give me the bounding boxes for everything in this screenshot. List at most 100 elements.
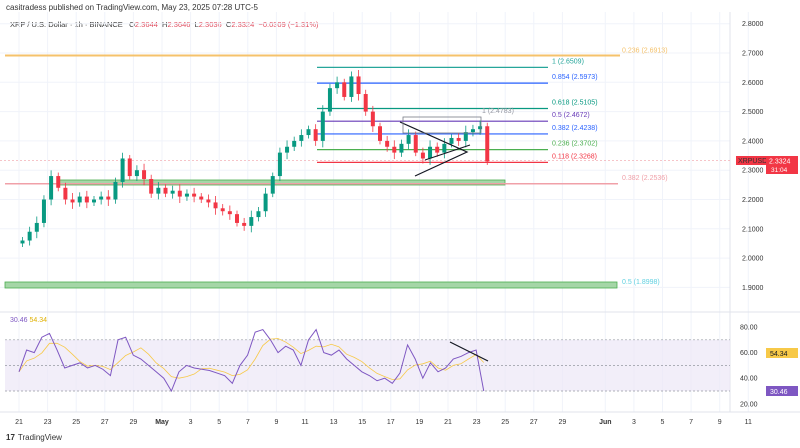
fib-level-label: 0.118 (2.3268): [552, 153, 597, 160]
rsi-tick-label: 60.00: [740, 350, 758, 357]
close-label: C: [225, 20, 232, 29]
candle-body: [435, 146, 440, 153]
open-value: 2.3644: [134, 20, 158, 29]
rsi-ma-badge-text: 54.34: [770, 351, 788, 358]
candle-body: [56, 176, 61, 188]
rsi-ma-value: 54.34: [29, 317, 48, 324]
candle-body: [363, 94, 368, 112]
price-tick-label: 2.3000: [742, 168, 764, 175]
candle-body: [485, 126, 490, 162]
candle-body: [399, 143, 404, 153]
price-tick-label: 2.2000: [742, 197, 764, 204]
rsi-tick-label: 40.00: [740, 376, 758, 383]
candles: [20, 69, 490, 247]
change-value: −0.0309 (−1.31%): [258, 20, 319, 29]
candle-body: [20, 240, 25, 244]
candle-body: [349, 76, 354, 97]
price-axis: 2.8000 2.7000 2.6000 2.5000 2.4000 2.3000 2.20…: [742, 21, 764, 292]
time-tick-label: 9: [718, 419, 722, 426]
candle-body: [456, 137, 461, 141]
high-label: H: [162, 20, 168, 29]
price-tick-label: 2.6000: [742, 80, 764, 87]
rsi-panel: 80.00 60.00 40.00 20.00 54.34 30.46: [5, 325, 798, 408]
high-value: 2.3646: [167, 20, 191, 29]
time-tick-label: 23: [44, 419, 52, 426]
candle-body: [27, 231, 32, 241]
time-tick-label: 9: [274, 419, 278, 426]
candle-body: [127, 158, 132, 177]
candle-body: [163, 187, 168, 194]
publisher-info: casitradess published on TradingView.com…: [6, 3, 258, 12]
fib-level-label: 0.854 (2.5973): [552, 74, 598, 81]
candle-body: [77, 196, 82, 203]
time-tick-label: 5: [661, 419, 665, 426]
candle-body: [242, 222, 247, 226]
fib-level-label: 0.236 (2.3702): [552, 141, 598, 148]
brand-name: TradingView: [17, 433, 62, 442]
time-tick-label: 27: [530, 419, 538, 426]
candle-body: [285, 146, 290, 153]
fib-level-label: 0.382 (2.4238): [552, 125, 598, 132]
last-price-badge: [766, 156, 798, 174]
candle-body: [170, 190, 175, 194]
open-label: O: [129, 20, 135, 29]
candle-body: [470, 129, 475, 133]
candle-body: [70, 199, 75, 203]
candle-body: [313, 129, 318, 141]
candle-body: [320, 111, 325, 141]
time-tick-label: 19: [416, 419, 424, 426]
time-tick-label: 15: [358, 419, 366, 426]
rsi-ma-badge: [766, 348, 798, 358]
fib-level-label: 1 (2.6509): [552, 58, 584, 65]
fib-level-label: 0.236 (2.6913): [622, 48, 668, 55]
time-tick-label: Jun: [599, 419, 611, 426]
candle-body: [406, 135, 411, 144]
price-tick-label: 1.9000: [742, 285, 764, 292]
symbol-description[interactable]: XRP / U.S. Dollar · 1h · BINANCE: [10, 20, 123, 29]
horizontal-levels: 0.236 (2.6913) 0.382 (2.2536) 0.5 (1.8998)…: [0, 48, 730, 289]
candle-body: [413, 135, 418, 153]
candle-body: [356, 76, 361, 95]
candle-body: [392, 146, 397, 153]
candle-body: [92, 199, 96, 203]
range-box: [402, 116, 482, 134]
candle-body: [34, 222, 39, 232]
candle-body: [306, 129, 311, 136]
candle-body: [41, 199, 46, 223]
price-tick-label: 2.4000: [742, 138, 764, 145]
rsi-trendline: [449, 341, 489, 362]
candle-body: [113, 181, 118, 200]
price-tick-label: 2.5000: [742, 109, 764, 116]
candle-body: [249, 217, 254, 226]
candle-body: [192, 193, 197, 197]
close-value: 2.3324: [231, 20, 255, 29]
rsi-tick-label: 80.00: [740, 325, 758, 332]
time-tick-label: 3: [189, 419, 193, 426]
candle-body: [370, 111, 375, 127]
candle-body: [177, 190, 182, 197]
rsi-line: [18, 328, 485, 393]
candle-body: [463, 132, 468, 141]
tradingview-logo[interactable]: 17 TradingView: [6, 433, 62, 442]
candle-body: [420, 152, 425, 159]
support-zone: [4, 281, 618, 289]
candle-body: [149, 178, 154, 194]
candle-body: [213, 202, 218, 209]
countdown: 31:04: [771, 167, 788, 174]
drawings: 1 (2.4783): [399, 108, 514, 177]
candle-body: [63, 187, 68, 200]
fib-level-label: 0.382 (2.2536): [622, 175, 668, 182]
rsi-value-badge-text: 30.46: [770, 389, 788, 396]
rsi-tick-label: 20.00: [740, 401, 758, 408]
candle-body: [49, 176, 54, 200]
candle-body: [263, 193, 268, 212]
time-tick-label: 23: [473, 419, 481, 426]
logo-mark: 17: [6, 433, 15, 442]
time-tick-label: 21: [15, 419, 23, 426]
candle-body: [378, 126, 382, 141]
time-tick-label: May: [155, 419, 169, 426]
candle-body: [142, 170, 147, 179]
candle-body: [327, 88, 332, 112]
